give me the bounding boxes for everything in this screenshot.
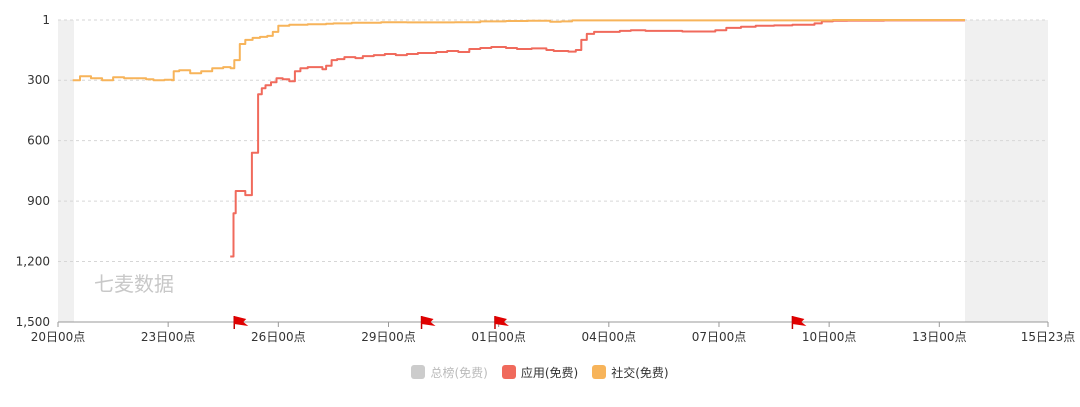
x-tick-label: 29日00点	[361, 330, 416, 344]
legend-label: 总榜(免费)	[430, 365, 488, 380]
x-tick-label: 01日00点	[471, 330, 526, 344]
y-tick-label: 900	[27, 194, 50, 208]
flag-marker[interactable]	[494, 316, 509, 329]
x-tick-label: 20日00点	[31, 330, 86, 344]
x-tick-label: 10日00点	[802, 330, 857, 344]
post-data-shade	[965, 20, 1048, 322]
y-tick-label: 1	[42, 13, 50, 27]
x-tick-label: 15日23点	[1021, 330, 1076, 344]
x-tick-label: 04日00点	[582, 330, 637, 344]
flag-marker[interactable]	[420, 316, 436, 329]
flag-marker[interactable]	[233, 316, 249, 329]
x-tick-label: 23日00点	[141, 330, 196, 344]
legend-item[interactable]: 总榜(免费)	[411, 364, 488, 381]
legend-item[interactable]: 应用(免费)	[501, 364, 579, 381]
legend-swatch	[501, 365, 516, 379]
legend-swatch	[592, 365, 607, 379]
series-layer	[72, 19, 965, 258]
y-tick-label: 1,200	[16, 255, 50, 269]
flags	[233, 316, 807, 329]
legend: 总榜(免费) 应用(免费) 社交(免费)	[0, 362, 1080, 382]
x-tick-label: 26日00点	[251, 330, 306, 344]
pre-data-shade	[58, 20, 74, 322]
legend-label: 应用(免费)	[520, 365, 579, 380]
plot-background	[58, 20, 1048, 322]
y-tick-label: 1,500	[16, 315, 50, 329]
series-line	[72, 19, 965, 82]
legend-swatch	[411, 365, 426, 379]
legend-label: 社交(免费)	[611, 365, 669, 380]
watermark: 七麦数据	[94, 272, 174, 296]
x-axis: 20日00点 23日00点 26日00点 29日00点 01日00点 04日00点 07日0…	[31, 321, 1076, 344]
y-tick-label: 300	[27, 73, 50, 87]
series-line	[230, 19, 965, 258]
x-tick-label: 13日00点	[912, 330, 967, 344]
x-tick-label: 07日00点	[692, 330, 747, 344]
flag-marker[interactable]	[791, 316, 807, 329]
y-axis: 1 300 600 900 1,200 1,500	[16, 13, 50, 329]
legend-item[interactable]: 社交(免费)	[592, 364, 669, 381]
y-tick-label: 600	[27, 134, 50, 148]
